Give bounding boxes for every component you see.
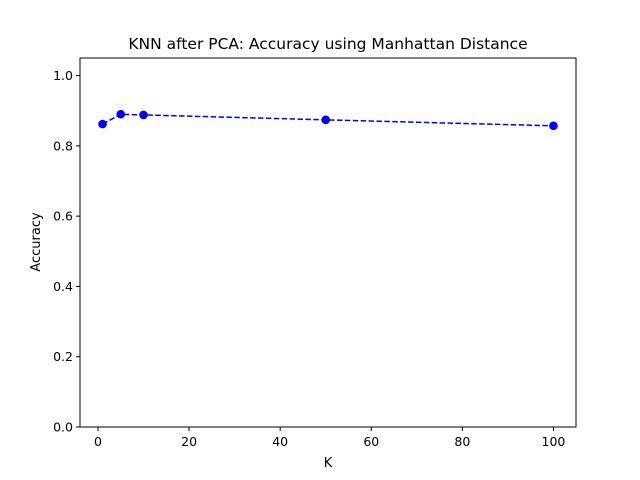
y-tick-label: 0.8 [53, 138, 73, 153]
x-tick-label: 100 [542, 434, 566, 449]
y-tick-label: 0.4 [53, 279, 73, 294]
x-axis-label: K [324, 456, 333, 471]
x-tick-label: 40 [272, 434, 288, 449]
x-tick-label: 20 [181, 434, 197, 449]
y-tick-label: 1.0 [53, 68, 73, 83]
y-tick-label: 0.2 [53, 349, 73, 364]
x-axis-ticks: 0 20 40 60 80 100 [94, 427, 565, 449]
data-point [549, 121, 558, 131]
data-point [116, 109, 126, 119]
data-point [321, 115, 331, 125]
y-tick-label: 0.6 [53, 209, 73, 224]
chart-title: KNN after PCA: Accuracy using Manhattan … [128, 35, 527, 53]
y-axis-label: Accuracy [29, 212, 44, 272]
y-axis-ticks: 0.0 0.2 0.4 0.6 0.8 1.0 [53, 68, 80, 435]
series-layer [98, 109, 558, 131]
plot-frame [79, 57, 577, 428]
x-tick-label: 60 [363, 434, 379, 449]
x-tick-label: 80 [454, 434, 470, 449]
data-point [98, 119, 107, 129]
y-tick-label: 0.0 [53, 420, 73, 435]
x-tick-label: 0 [94, 434, 102, 449]
data-point [139, 110, 148, 120]
